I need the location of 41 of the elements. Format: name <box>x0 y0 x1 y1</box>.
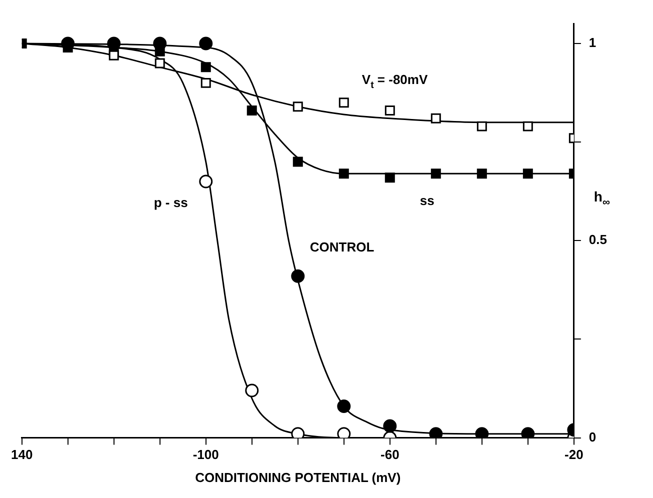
point <box>429 427 443 438</box>
point <box>384 106 395 116</box>
y-tick-label: 1 <box>588 35 596 50</box>
point <box>476 168 487 179</box>
point <box>108 50 119 60</box>
point <box>430 168 441 179</box>
point <box>199 174 213 188</box>
point <box>200 62 211 72</box>
x-tick-label: -60 <box>380 447 400 462</box>
point <box>338 98 349 108</box>
point <box>337 427 351 438</box>
point <box>338 168 349 179</box>
x-tick-label: 140 <box>10 447 33 462</box>
point <box>292 102 303 112</box>
point <box>291 427 305 438</box>
point <box>154 46 165 56</box>
y-axis-title: h∞ <box>594 188 610 208</box>
x-tick-label: -100 <box>192 447 219 462</box>
point <box>292 156 303 167</box>
point <box>522 168 533 179</box>
point <box>246 106 257 116</box>
point <box>521 427 535 438</box>
series-label: ss <box>420 193 434 208</box>
point <box>200 78 211 88</box>
series-label: CONTROL <box>310 240 374 255</box>
point <box>475 427 489 438</box>
x-axis-title: CONDITIONING POTENTIAL (mV) <box>195 470 401 485</box>
point <box>522 121 533 132</box>
point <box>430 113 441 124</box>
point <box>199 36 213 50</box>
y-tick-label: 0 <box>588 429 596 444</box>
point <box>337 400 351 414</box>
y-tick-label: 0.5 <box>588 232 608 248</box>
point <box>384 172 395 183</box>
point <box>383 419 397 433</box>
point <box>154 58 165 68</box>
point <box>291 269 305 283</box>
point <box>245 384 259 398</box>
series-label: p - ss <box>154 195 188 210</box>
x-tick-label: -20 <box>564 447 584 462</box>
point <box>476 121 487 132</box>
